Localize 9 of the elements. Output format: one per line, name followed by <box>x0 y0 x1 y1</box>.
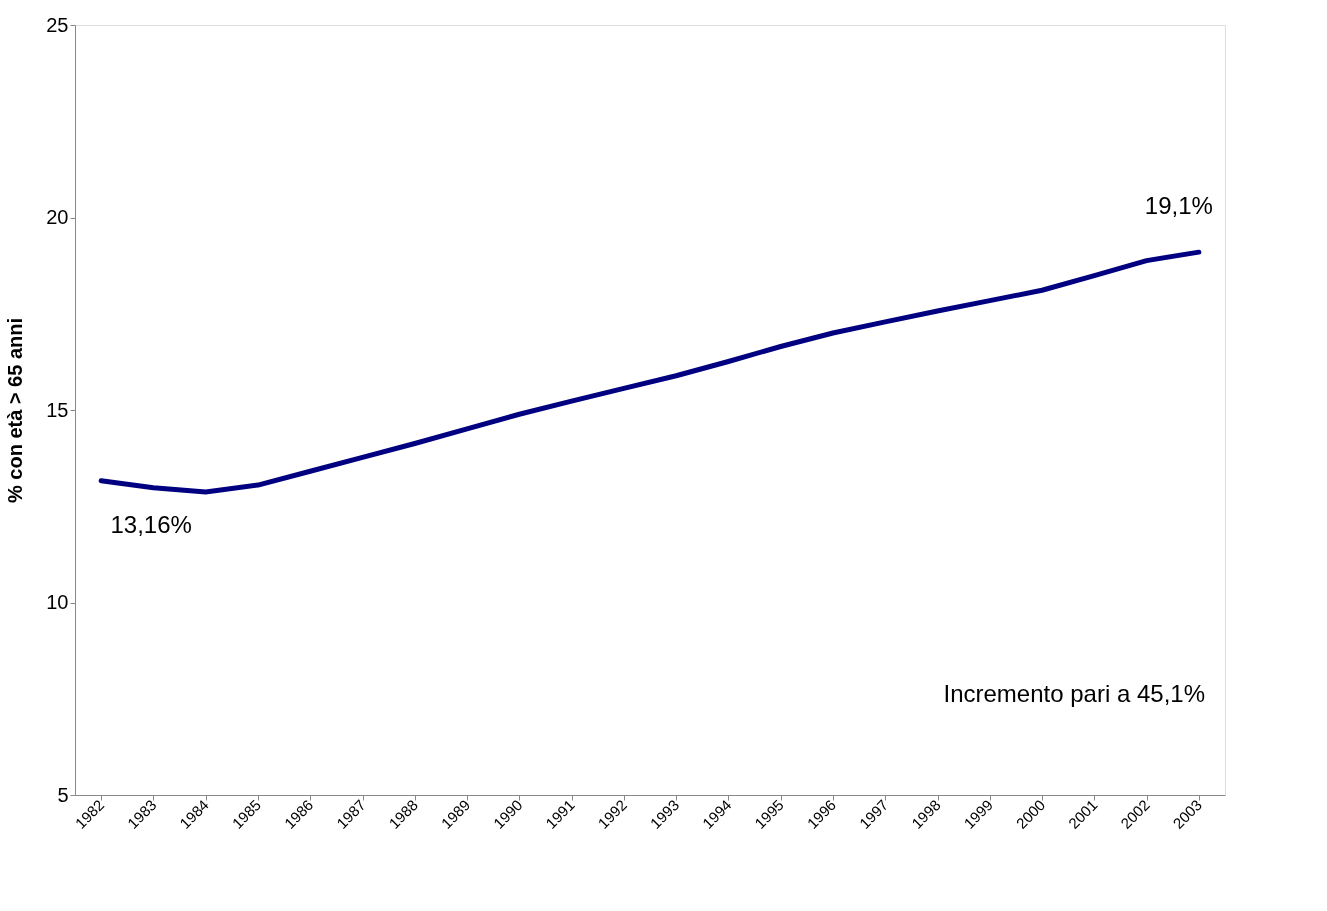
annotation: 13,16% <box>110 510 192 538</box>
y-axis-title: % con età > 65 anni <box>4 317 27 504</box>
y-tick-label: 5 <box>57 783 69 806</box>
y-tick-label: 10 <box>46 591 69 613</box>
annotation: Incremento pari a 45,1% <box>943 680 1205 707</box>
y-tick-label: 20 <box>46 206 69 228</box>
annotation: 19,1% <box>1144 192 1213 220</box>
y-tick-label: 15 <box>46 398 69 421</box>
y-tick-label: 25 <box>46 13 69 36</box>
